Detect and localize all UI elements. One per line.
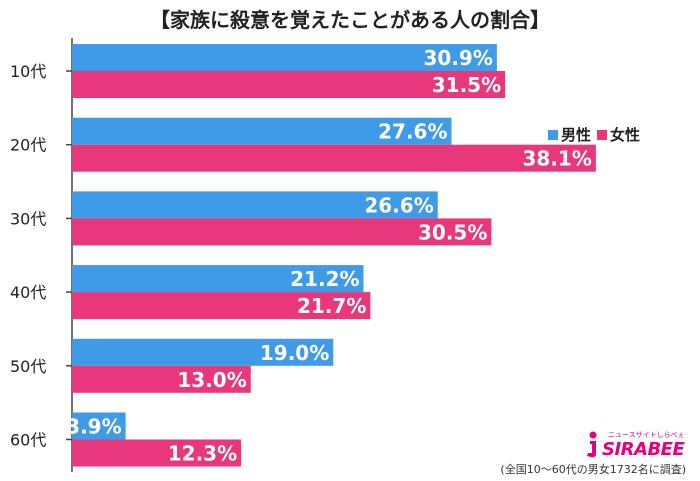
logo-brand: SIRABEE — [602, 439, 685, 460]
data-label: 13.0% — [177, 368, 246, 392]
bar-female — [72, 144, 596, 172]
logo-mark-icon — [587, 431, 597, 458]
data-label: 27.6% — [378, 120, 447, 144]
data-label: 21.7% — [297, 294, 366, 318]
legend-label-female: 女性 — [610, 126, 641, 144]
sirabee-logo: ニュースサイトしらべぇ SIRABEE — [584, 430, 685, 460]
data-label: 21.2% — [290, 267, 359, 291]
legend-label-male: 男性 — [561, 126, 592, 144]
logo-tagline: ニュースサイトしらべぇ — [608, 431, 685, 439]
bar-male — [72, 265, 364, 293]
data-label: 12.3% — [168, 442, 237, 466]
y-tick-label: 30代 — [10, 209, 46, 228]
bar-female — [72, 218, 492, 246]
legend-swatch-female — [597, 129, 608, 140]
data-label: 30.9% — [423, 46, 492, 70]
legend-item-female: 女性 — [597, 124, 640, 145]
data-label: 38.1% — [522, 147, 591, 171]
bar-female — [72, 439, 242, 467]
data-label: 19.0% — [260, 341, 329, 365]
data-label: 26.6% — [364, 193, 433, 217]
legend: 男性 女性 — [548, 124, 640, 145]
y-tick-label: 50代 — [10, 357, 46, 376]
y-tick-label: 60代 — [10, 431, 46, 450]
bar-female — [72, 71, 506, 98]
bar-male — [72, 338, 334, 366]
bar-male — [72, 117, 452, 145]
bar-male — [72, 191, 438, 219]
chart-title: 【家族に殺意を覚えたことがある人の割合】 — [150, 8, 550, 32]
data-label: 31.5% — [432, 73, 501, 97]
bar-male — [72, 412, 126, 440]
legend-swatch-male — [548, 129, 558, 140]
data-label: 3.9% — [66, 415, 121, 439]
y-tick-label: 10代 — [10, 62, 46, 81]
y-tick-label: 20代 — [10, 136, 46, 155]
data-label: 30.5% — [418, 220, 487, 244]
bar-female — [72, 292, 371, 320]
bar-female — [72, 365, 251, 393]
survey-note: (全国10～60代の男女1732名に調査) — [500, 463, 686, 476]
y-tick-label: 40代 — [10, 283, 46, 302]
legend-item-male: 男性 — [548, 124, 591, 145]
bar-male — [72, 44, 497, 71]
